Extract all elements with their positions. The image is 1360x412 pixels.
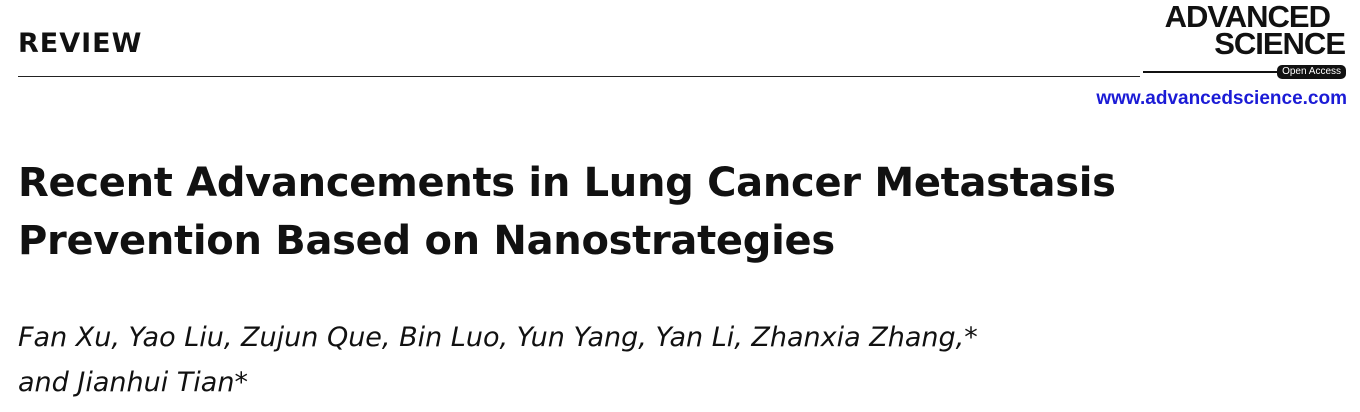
header-rule: [18, 76, 1140, 77]
logo-rule: [1143, 71, 1345, 73]
title-line: Prevention Based on Nanostrategies: [18, 218, 835, 264]
authors-line: Fan Xu, Yao Liu, Zujun Que, Bin Luo, Yun…: [18, 322, 978, 353]
section-label: REVIEW: [18, 28, 143, 59]
logo-line: ADVANCED: [1164, 0, 1331, 34]
authors-line: and Jianhui Tian*: [18, 367, 248, 398]
journal-url[interactable]: www.advancedscience.com: [1096, 88, 1347, 109]
title-line: Recent Advancements in Lung Cancer Metas…: [18, 160, 1116, 206]
logo-line: SCIENCE: [1214, 26, 1346, 61]
open-access-badge: Open Access: [1277, 65, 1346, 79]
